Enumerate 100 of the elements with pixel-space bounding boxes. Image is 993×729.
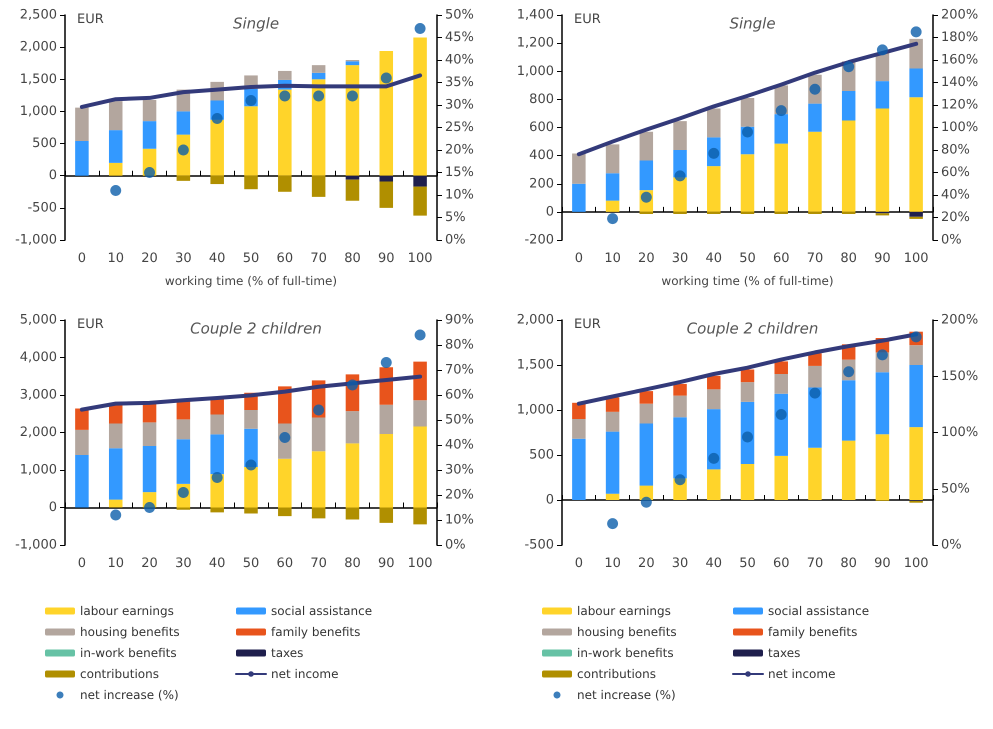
x-tick-label: 70 [310, 556, 327, 571]
y2-tick-label: 80% [941, 142, 970, 158]
x-tick-label: 20 [141, 251, 158, 266]
x-tick-label: 60 [276, 556, 294, 571]
x-tick-label: 40 [706, 556, 722, 571]
y2-tick-label: 50% [941, 481, 970, 496]
x-tick-label: 30 [672, 251, 688, 266]
y-tick-label: 0 [48, 168, 57, 184]
x-tick-label: 90 [874, 556, 891, 571]
annotation: EUR [77, 317, 104, 332]
y-tick-label: -1,000 [15, 538, 57, 552]
y-tick-label: 600 [529, 120, 554, 135]
x-tick-label: 100 [904, 556, 929, 571]
y2-tick-label: 80% [445, 338, 474, 352]
x-tick-label: 90 [378, 251, 395, 266]
y-tick-label: 1,400 [516, 8, 554, 22]
x-tick-label: 50 [739, 556, 756, 571]
x-tick-label: 50 [242, 251, 260, 266]
x-tick-label: 20 [638, 251, 655, 266]
y2-tick-label: 100% [941, 425, 978, 440]
legend-label: labour earnings [577, 604, 671, 618]
y2-tick-label: 60% [445, 388, 474, 402]
x-tick-label: 20 [141, 556, 158, 571]
y2-tick-label: 10% [445, 188, 474, 202]
y2-tick-label: 50% [445, 412, 474, 428]
y2-tick-label: 100% [941, 120, 978, 135]
legend-label: family benefits [271, 625, 360, 639]
y-tick-label: 400 [529, 148, 554, 164]
legend-label: labour earnings [80, 604, 174, 618]
x-tick-label: 90 [874, 251, 891, 266]
x-tick-label: 80 [344, 251, 361, 266]
y2-tick-label: 35% [445, 75, 474, 90]
y-tick-label: 2,000 [516, 312, 554, 328]
y2-tick-label: 45% [445, 30, 474, 45]
legend-label: taxes [768, 646, 800, 660]
y2-tick-label: 0% [941, 538, 962, 552]
x-tick-label: 0 [574, 556, 584, 571]
y2-tick-label: 30% [445, 462, 474, 478]
y2-tick-label: 40% [941, 188, 970, 202]
y-tick-label: 1,500 [20, 72, 57, 87]
x-tick-label: 10 [107, 556, 124, 571]
legend-label: social assistance [271, 604, 372, 618]
y2-tick-label: 40% [445, 52, 474, 68]
y-tick-label: 200 [529, 176, 554, 192]
y-tick-label: 500 [529, 448, 554, 462]
x-tick-label: 80 [840, 251, 857, 266]
annotation: EUR [77, 12, 104, 27]
y-tick-label: 0 [546, 492, 554, 508]
legend-label: contributions [80, 667, 159, 681]
x-tick-label: 30 [672, 556, 688, 571]
x-tick-label: 60 [772, 251, 790, 266]
y2-tick-label: 20% [445, 488, 474, 502]
y-tick-label: 1,000 [20, 104, 57, 119]
y2-tick-label: 120% [941, 98, 978, 112]
legend-label: contributions [577, 667, 656, 681]
chart-title: Single [232, 14, 280, 32]
x-tick-label: 60 [276, 251, 294, 266]
y-tick-label: 1,500 [516, 358, 554, 372]
chart-title: Couple 2 children [686, 320, 818, 338]
x-axis-title: working time (% of full-time) [164, 274, 338, 288]
x-tick-label: 0 [78, 556, 86, 571]
y2-tick-label: 70% [445, 362, 474, 378]
chart-title: Couple 2 children [190, 320, 322, 338]
x-tick-label: 50 [739, 251, 756, 266]
x-tick-label: 100 [904, 251, 929, 266]
y-tick-label: -1,000 [15, 232, 57, 248]
y2-tick-label: 30% [445, 98, 474, 112]
y-tick-label: 0 [48, 500, 57, 515]
x-tick-label: 40 [208, 556, 226, 571]
y-tick-label: 800 [529, 92, 554, 107]
x-tick-label: 10 [107, 251, 124, 266]
y-tick-label: 2,000 [20, 40, 57, 55]
y2-tick-label: 0% [445, 232, 466, 248]
y-tick-label: 1,000 [516, 402, 554, 418]
x-tick-label: 70 [806, 556, 824, 571]
x-tick-label: 0 [574, 251, 584, 266]
y2-tick-label: 25% [445, 120, 474, 135]
y-tick-label: 3,000 [20, 388, 57, 402]
legend-label: net income [271, 667, 338, 681]
legend-label: in-work benefits [80, 646, 177, 660]
y2-tick-label: 20% [445, 142, 474, 158]
y2-tick-label: 180% [941, 30, 978, 45]
y2-tick-label: 50% [445, 8, 474, 22]
x-tick-label: 80 [840, 556, 857, 571]
x-tick-label: 10 [604, 251, 621, 266]
legend-label: net income [768, 667, 836, 681]
x-tick-label: 60 [772, 556, 790, 571]
x-tick-label: 40 [208, 251, 226, 266]
legend-label: net increase (%) [80, 688, 179, 702]
x-tick-label: 80 [344, 556, 361, 571]
y2-tick-label: 20% [941, 210, 970, 225]
legend-label: housing benefits [80, 625, 180, 639]
y-tick-label: 1,000 [20, 462, 57, 478]
x-tick-label: 20 [638, 556, 655, 571]
y2-tick-label: 0% [445, 538, 466, 552]
y-tick-label: 5,000 [20, 312, 57, 328]
y2-tick-label: 5% [445, 210, 466, 225]
x-tick-label: 70 [806, 251, 824, 266]
annotation: EUR [574, 12, 601, 27]
y2-tick-label: 150% [941, 368, 978, 384]
